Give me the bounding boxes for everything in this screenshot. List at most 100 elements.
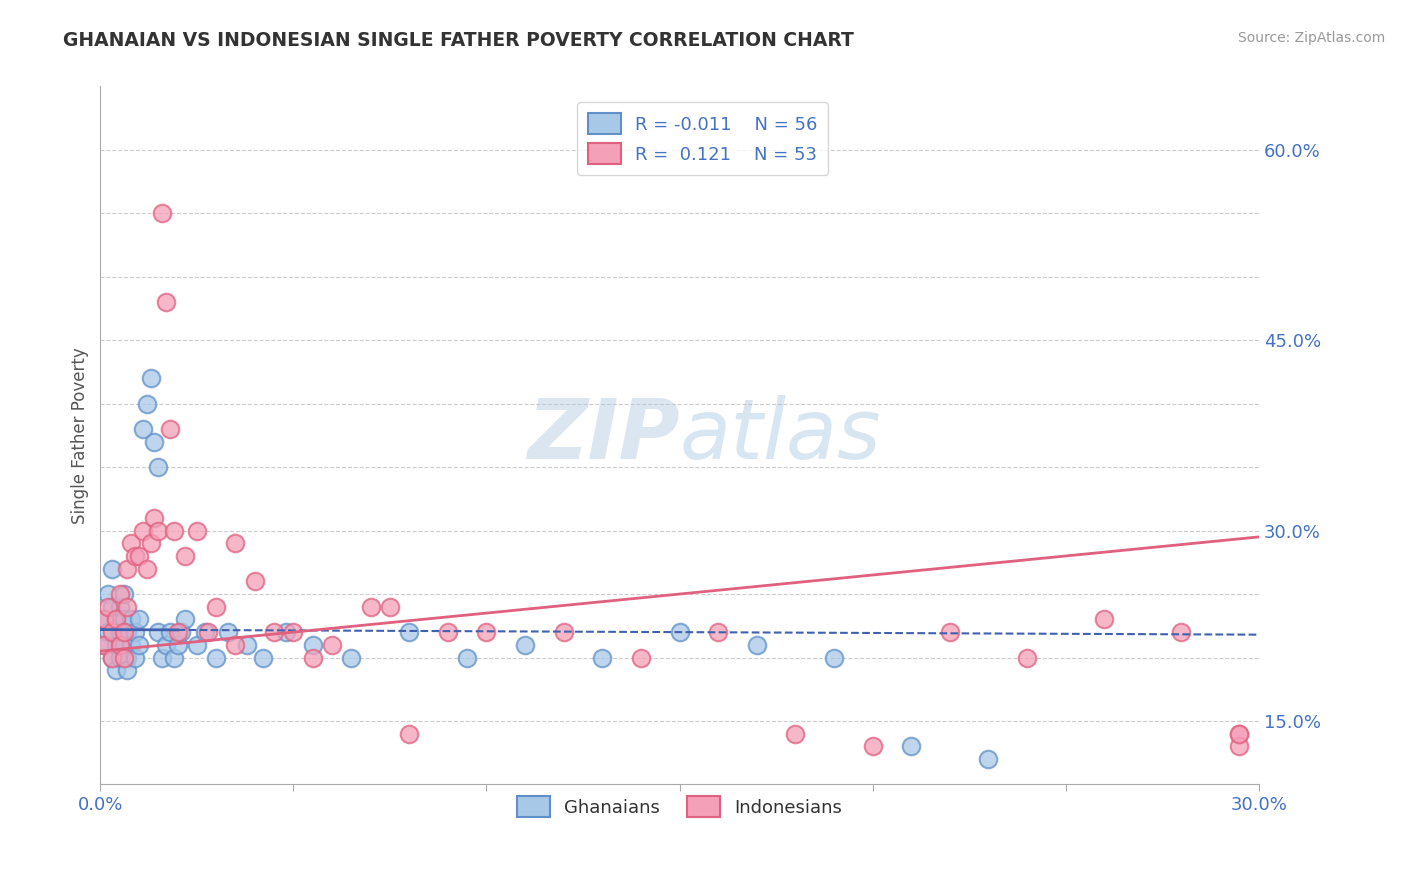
Text: ZIP: ZIP xyxy=(527,395,679,476)
Point xyxy=(939,625,962,640)
Point xyxy=(174,612,197,626)
Point xyxy=(97,599,120,614)
Point xyxy=(1015,650,1038,665)
Point xyxy=(1229,726,1251,740)
Text: atlas: atlas xyxy=(679,395,882,476)
Point xyxy=(117,599,139,614)
Point xyxy=(274,625,297,640)
Point xyxy=(707,625,730,640)
Point xyxy=(101,650,124,665)
Point xyxy=(301,650,323,665)
Point xyxy=(224,638,246,652)
Point xyxy=(112,638,135,652)
Point xyxy=(117,625,139,640)
Point xyxy=(139,371,162,385)
Point xyxy=(1229,739,1251,754)
Point xyxy=(862,739,884,754)
Point xyxy=(120,536,142,550)
Point xyxy=(321,638,343,652)
Point xyxy=(148,460,170,475)
Point xyxy=(132,422,155,436)
Point xyxy=(243,574,266,589)
Point xyxy=(159,625,181,640)
Point xyxy=(148,625,170,640)
Point xyxy=(117,663,139,677)
Point xyxy=(135,397,157,411)
Point xyxy=(217,625,239,640)
Point xyxy=(456,650,478,665)
Text: Source: ZipAtlas.com: Source: ZipAtlas.com xyxy=(1237,31,1385,45)
Point xyxy=(120,612,142,626)
Legend: Ghanaians, Indonesians: Ghanaians, Indonesians xyxy=(510,789,849,824)
Point xyxy=(252,650,274,665)
Point xyxy=(93,638,115,652)
Point xyxy=(745,638,768,652)
Point xyxy=(143,511,166,525)
Point xyxy=(97,625,120,640)
Point xyxy=(112,587,135,601)
Point xyxy=(166,638,188,652)
Point xyxy=(135,562,157,576)
Point xyxy=(150,206,173,220)
Point xyxy=(101,650,124,665)
Point xyxy=(117,650,139,665)
Point xyxy=(148,524,170,538)
Point xyxy=(236,638,259,652)
Point xyxy=(117,562,139,576)
Point xyxy=(437,625,460,640)
Point xyxy=(378,599,401,614)
Point xyxy=(101,625,124,640)
Point xyxy=(108,599,131,614)
Point xyxy=(112,612,135,626)
Point xyxy=(301,638,323,652)
Point xyxy=(398,625,420,640)
Point xyxy=(108,587,131,601)
Point xyxy=(93,612,115,626)
Point xyxy=(513,638,536,652)
Point xyxy=(112,650,135,665)
Point xyxy=(112,625,135,640)
Point xyxy=(124,650,146,665)
Point xyxy=(128,638,150,652)
Point xyxy=(591,650,613,665)
Point xyxy=(630,650,652,665)
Point xyxy=(108,638,131,652)
Point xyxy=(186,638,208,652)
Point xyxy=(104,663,127,677)
Text: GHANAIAN VS INDONESIAN SINGLE FATHER POVERTY CORRELATION CHART: GHANAIAN VS INDONESIAN SINGLE FATHER POV… xyxy=(63,31,855,50)
Point xyxy=(132,524,155,538)
Point xyxy=(143,434,166,449)
Point xyxy=(101,562,124,576)
Point xyxy=(104,638,127,652)
Point xyxy=(224,536,246,550)
Point xyxy=(155,638,177,652)
Point xyxy=(205,650,228,665)
Y-axis label: Single Father Poverty: Single Father Poverty xyxy=(72,347,89,524)
Point xyxy=(128,549,150,563)
Point xyxy=(124,549,146,563)
Point xyxy=(163,524,186,538)
Point xyxy=(475,625,498,640)
Point xyxy=(166,625,188,640)
Point xyxy=(360,599,382,614)
Point xyxy=(97,587,120,601)
Point xyxy=(155,295,177,310)
Point xyxy=(128,612,150,626)
Point xyxy=(120,638,142,652)
Point xyxy=(977,752,1000,766)
Point xyxy=(170,625,193,640)
Point xyxy=(174,549,197,563)
Point xyxy=(101,599,124,614)
Point xyxy=(139,536,162,550)
Point xyxy=(104,612,127,626)
Point xyxy=(283,625,305,640)
Point xyxy=(1170,625,1192,640)
Point xyxy=(1229,726,1251,740)
Point xyxy=(823,650,845,665)
Point xyxy=(108,625,131,640)
Point xyxy=(205,599,228,614)
Point xyxy=(93,612,115,626)
Point xyxy=(186,524,208,538)
Point xyxy=(108,650,131,665)
Point xyxy=(398,726,420,740)
